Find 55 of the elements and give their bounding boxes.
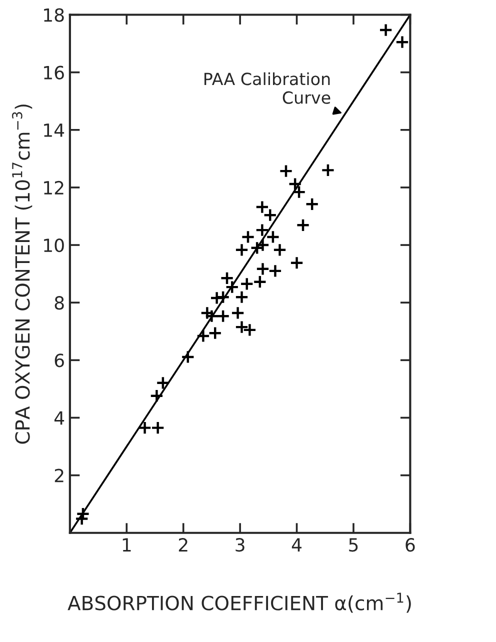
point bbox=[290, 256, 304, 270]
point bbox=[255, 200, 270, 214]
x-tick-label: 4 bbox=[292, 538, 302, 552]
point bbox=[256, 262, 270, 276]
point bbox=[225, 280, 240, 294]
y-tick-label: 14 bbox=[44, 124, 64, 137]
point bbox=[234, 243, 249, 257]
point bbox=[255, 223, 270, 237]
point bbox=[305, 197, 320, 212]
x-tick-label: 3 bbox=[236, 538, 244, 552]
point bbox=[266, 230, 280, 244]
x-tick-label: 5 bbox=[349, 538, 358, 552]
point bbox=[234, 290, 249, 304]
point bbox=[204, 309, 219, 324]
point bbox=[268, 264, 282, 278]
y-tick-label: 16 bbox=[44, 66, 64, 80]
point bbox=[288, 177, 302, 191]
x-tick-label: 6 bbox=[406, 538, 415, 552]
point bbox=[216, 290, 230, 304]
x-axis-title: ABSORPTION COEFFICIENT α(cm$^{−1}$) bbox=[68, 592, 411, 613]
annotation: PAA Calibration Curve bbox=[204, 72, 330, 104]
point bbox=[296, 218, 310, 232]
point bbox=[272, 243, 287, 257]
point bbox=[321, 163, 335, 178]
x-tick-label: 1 bbox=[122, 538, 131, 552]
y-tick-label: 18 bbox=[44, 8, 64, 22]
point bbox=[279, 164, 293, 178]
point bbox=[210, 291, 224, 305]
point bbox=[242, 323, 257, 337]
point bbox=[395, 35, 410, 50]
point bbox=[241, 230, 255, 244]
point bbox=[234, 320, 249, 334]
x-tick-label: 2 bbox=[178, 538, 188, 552]
point bbox=[230, 306, 245, 320]
point bbox=[208, 326, 222, 340]
y-axis-title: CPA OXYGEN CONTENT (10$^{17}$cm$^{−3}$) bbox=[12, 104, 32, 444]
y-tick-label: 4 bbox=[54, 411, 64, 425]
y-tick-label: 6 bbox=[54, 354, 64, 368]
y-tick-label: 10 bbox=[44, 238, 64, 252]
y-tick-label: 12 bbox=[44, 180, 64, 194]
point bbox=[138, 420, 152, 435]
y-tick-label: 2 bbox=[54, 468, 64, 482]
point bbox=[150, 420, 165, 435]
point bbox=[216, 309, 230, 324]
point bbox=[196, 329, 210, 343]
point bbox=[292, 185, 306, 199]
point bbox=[156, 376, 170, 390]
y-tick-label: 8 bbox=[54, 296, 64, 310]
point bbox=[180, 350, 195, 364]
point bbox=[150, 388, 164, 403]
point bbox=[220, 271, 234, 286]
point bbox=[252, 274, 267, 289]
point bbox=[378, 23, 393, 37]
point bbox=[240, 276, 254, 291]
point bbox=[263, 208, 278, 222]
